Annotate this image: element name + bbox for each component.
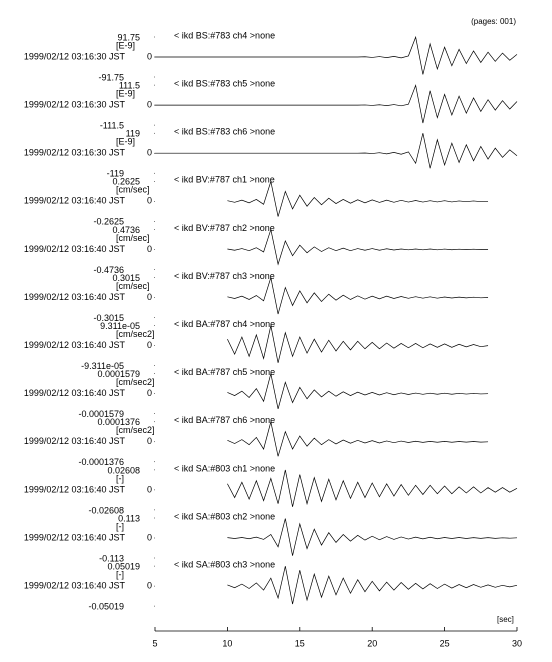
- y-tick-label: 0: [147, 340, 152, 350]
- y-tick-label: -0.2625: [93, 217, 124, 227]
- channel-title: < ikd BS:#783 ch6 >none: [174, 127, 275, 137]
- y-tick-label: -0.113: [99, 553, 124, 563]
- channel-title: < ikd BV:#787 ch2 >none: [174, 223, 275, 233]
- x-tick-label: 15: [295, 638, 305, 648]
- unit-label: [cm/sec]: [116, 185, 150, 195]
- y-tick-label: 0: [147, 196, 152, 206]
- unit-label: [E-9]: [116, 40, 135, 50]
- y-tick-label: 0.2625: [112, 177, 140, 187]
- y-tick-label: -0.4736: [93, 265, 124, 275]
- waveform: [227, 518, 518, 556]
- y-tick-label: 0: [147, 244, 152, 254]
- start-time: 1999/02/12 03:16:30 JST: [24, 148, 126, 158]
- start-time: 1999/02/12 03:16:40 JST: [24, 340, 126, 350]
- unit-label: [E-9]: [116, 88, 135, 98]
- start-time: 1999/02/12 03:16:40 JST: [24, 388, 126, 398]
- waveform: [227, 277, 489, 315]
- x-tick-label: 5: [152, 638, 157, 648]
- y-tick-label: -91.75: [98, 72, 124, 82]
- unit-label: [cm/sec2]: [116, 425, 155, 435]
- y-tick-label: 0: [147, 436, 152, 446]
- unit-label: [cm/sec]: [116, 281, 150, 291]
- channel-title: < ikd BA:#787 ch5 >none: [174, 367, 275, 377]
- pages-label: (pages: 001): [471, 17, 516, 26]
- channel-title: < ikd SA:#803 ch3 >none: [174, 559, 275, 569]
- waveform: [227, 180, 489, 217]
- waveform: [227, 421, 489, 457]
- y-tick-label: -0.05019: [88, 601, 124, 611]
- x-tick-label: 30: [512, 638, 522, 648]
- y-tick-label: 119: [126, 129, 140, 139]
- y-tick-label: 0: [147, 532, 152, 542]
- y-tick-label: 0.02608: [107, 465, 140, 475]
- start-time: 1999/02/12 03:16:40 JST: [24, 484, 126, 494]
- x-tick-label: 25: [440, 638, 450, 648]
- y-tick-label: 0.4736: [112, 225, 140, 235]
- y-tick-label: 0: [147, 388, 152, 398]
- y-tick-label: 0.113: [118, 513, 140, 523]
- y-tick-label: 0: [147, 580, 152, 590]
- start-time: 1999/02/12 03:16:30 JST: [24, 51, 126, 61]
- start-time: 1999/02/12 03:16:30 JST: [24, 99, 126, 109]
- y-tick-label: -111.5: [100, 120, 124, 130]
- start-time: 1999/02/12 03:16:40 JST: [24, 196, 126, 206]
- channel-title: < ikd BV:#787 ch3 >none: [174, 271, 275, 281]
- waveform: [155, 84, 518, 124]
- y-tick-label: -0.0001376: [78, 457, 124, 467]
- waveform: [155, 35, 518, 75]
- start-time: 1999/02/12 03:16:40 JST: [24, 532, 126, 542]
- channel-title: < ikd BA:#787 ch4 >none: [174, 319, 275, 329]
- unit-label: [-]: [116, 569, 124, 579]
- y-tick-label: -0.0001579: [78, 409, 124, 419]
- y-tick-label: -0.02608: [88, 505, 124, 515]
- unit-label: [cm/sec]: [116, 233, 150, 243]
- channel-title: < ikd BA:#787 ch6 >none: [174, 415, 275, 425]
- waveform: [227, 228, 489, 266]
- y-tick-label: 0: [147, 51, 152, 61]
- waveform: [227, 469, 518, 507]
- unit-label: [E-9]: [116, 137, 135, 147]
- y-tick-label: 0: [147, 148, 152, 158]
- channel-title: < ikd BS:#783 ch5 >none: [174, 78, 275, 88]
- y-tick-label: 0.0001376: [97, 417, 140, 427]
- y-tick-label: 0.05019: [107, 561, 140, 571]
- channel-title: < ikd SA:#803 ch2 >none: [174, 511, 275, 521]
- channel-title: < ikd BV:#787 ch1 >none: [174, 175, 275, 185]
- x-axis-label: [sec]: [497, 615, 514, 624]
- channel-title: < ikd SA:#803 ch1 >none: [174, 463, 275, 473]
- waveform: [227, 566, 518, 605]
- channel-title: < ikd BS:#783 ch4 >none: [174, 30, 275, 40]
- x-tick-label: 20: [367, 638, 377, 648]
- y-tick-label: 9.311e-05: [100, 321, 140, 331]
- y-tick-label: -9.311e-05: [81, 361, 124, 371]
- unit-label: [cm/sec2]: [116, 377, 155, 387]
- start-time: 1999/02/12 03:16:40 JST: [24, 580, 126, 590]
- y-tick-label: -0.3015: [93, 313, 124, 323]
- waveform: [227, 325, 489, 363]
- y-tick-label: -119: [107, 169, 124, 179]
- waveform: [227, 373, 489, 409]
- start-time: 1999/02/12 03:16:40 JST: [24, 244, 126, 254]
- y-tick-label: 0.3015: [112, 273, 140, 283]
- unit-label: [-]: [116, 521, 124, 531]
- y-tick-label: 91.75: [117, 32, 140, 42]
- y-tick-label: 0: [147, 292, 152, 302]
- unit-label: [-]: [116, 473, 124, 483]
- y-tick-label: 0: [147, 99, 152, 109]
- y-tick-label: 0.0001579: [97, 369, 140, 379]
- start-time: 1999/02/12 03:16:40 JST: [24, 436, 126, 446]
- unit-label: [cm/sec2]: [116, 329, 155, 339]
- y-tick-label: 111.5: [119, 80, 140, 90]
- start-time: 1999/02/12 03:16:40 JST: [24, 292, 126, 302]
- waveform: [155, 133, 518, 169]
- x-tick-label: 10: [222, 638, 232, 648]
- y-tick-label: 0: [147, 484, 152, 494]
